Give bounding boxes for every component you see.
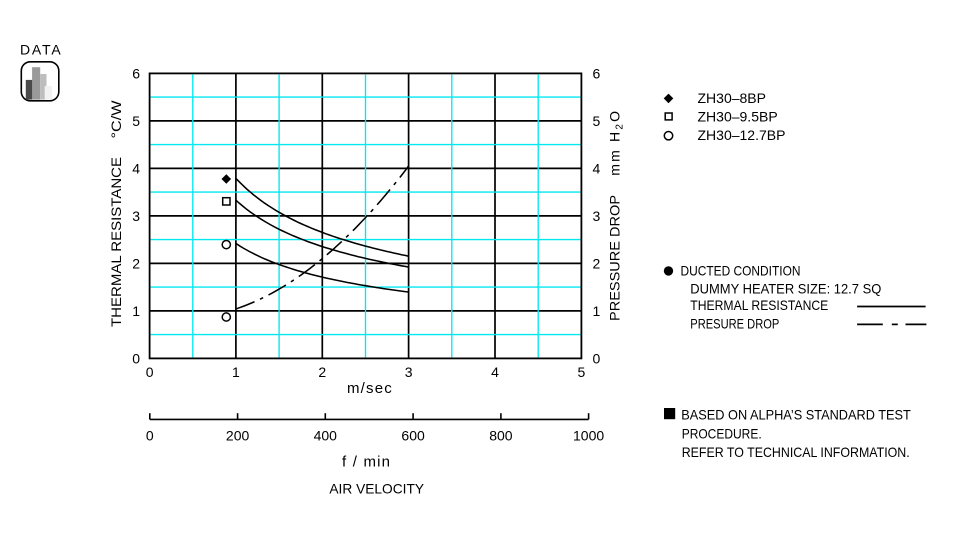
- svg-text:DUMMY HEATER SIZE: 12.7 SQ: DUMMY HEATER SIZE: 12.7 SQ: [690, 280, 881, 296]
- svg-text:0: 0: [146, 364, 154, 380]
- svg-text:2: 2: [318, 364, 326, 380]
- svg-text:5: 5: [593, 113, 601, 129]
- svg-text:1: 1: [132, 303, 140, 319]
- svg-text:4: 4: [491, 364, 499, 380]
- svg-text:1: 1: [232, 364, 240, 380]
- svg-text:AIR VELOCITY: AIR VELOCITY: [329, 481, 424, 497]
- svg-text:6: 6: [593, 65, 601, 81]
- svg-text:200: 200: [226, 428, 250, 444]
- svg-text:mm H2O: mm H2O: [607, 109, 626, 176]
- svg-text:1: 1: [593, 303, 601, 319]
- svg-text:DATA: DATA: [20, 42, 62, 58]
- svg-text:BASED ON ALPHA’S STANDARD TEST: BASED ON ALPHA’S STANDARD TEST: [681, 407, 911, 423]
- svg-text:°C/W: °C/W: [108, 100, 124, 139]
- svg-text:ZH30–9.5BP: ZH30–9.5BP: [698, 109, 778, 125]
- svg-text:4: 4: [593, 160, 601, 176]
- svg-text:600: 600: [401, 428, 425, 444]
- svg-text:m/sec: m/sec: [347, 380, 393, 397]
- svg-text:THERMAL RESISTANCE: THERMAL RESISTANCE: [108, 157, 124, 327]
- svg-text:DUCTED CONDITION: DUCTED CONDITION: [681, 262, 801, 278]
- svg-text:PROCEDURE.: PROCEDURE.: [682, 425, 762, 441]
- svg-text:0: 0: [146, 428, 154, 444]
- svg-text:f / min: f / min: [342, 454, 391, 471]
- svg-text:3: 3: [593, 208, 601, 224]
- svg-text:ZH30–12.7BP: ZH30–12.7BP: [698, 127, 786, 143]
- svg-text:5: 5: [578, 364, 586, 380]
- svg-text:PRESSURE DROP: PRESSURE DROP: [607, 195, 623, 321]
- svg-text:3: 3: [405, 364, 413, 380]
- svg-text:THERMAL RESISTANCE: THERMAL RESISTANCE: [690, 297, 828, 313]
- svg-text:6: 6: [132, 65, 140, 81]
- svg-text:800: 800: [489, 428, 513, 444]
- svg-text:REFER TO TECHNICAL INFORMATION: REFER TO TECHNICAL INFORMATION.: [682, 444, 910, 460]
- svg-text:5: 5: [132, 113, 140, 129]
- svg-text:4: 4: [132, 160, 140, 176]
- svg-text:2: 2: [593, 255, 601, 271]
- svg-text:0: 0: [132, 350, 140, 366]
- svg-text:2: 2: [132, 255, 140, 271]
- svg-text:1000: 1000: [573, 428, 604, 444]
- svg-text:0: 0: [593, 350, 601, 366]
- svg-text:3: 3: [132, 208, 140, 224]
- svg-text:400: 400: [314, 428, 338, 444]
- svg-text:ZH30–8BP: ZH30–8BP: [698, 90, 766, 106]
- svg-text:PRESURE DROP: PRESURE DROP: [690, 315, 779, 331]
